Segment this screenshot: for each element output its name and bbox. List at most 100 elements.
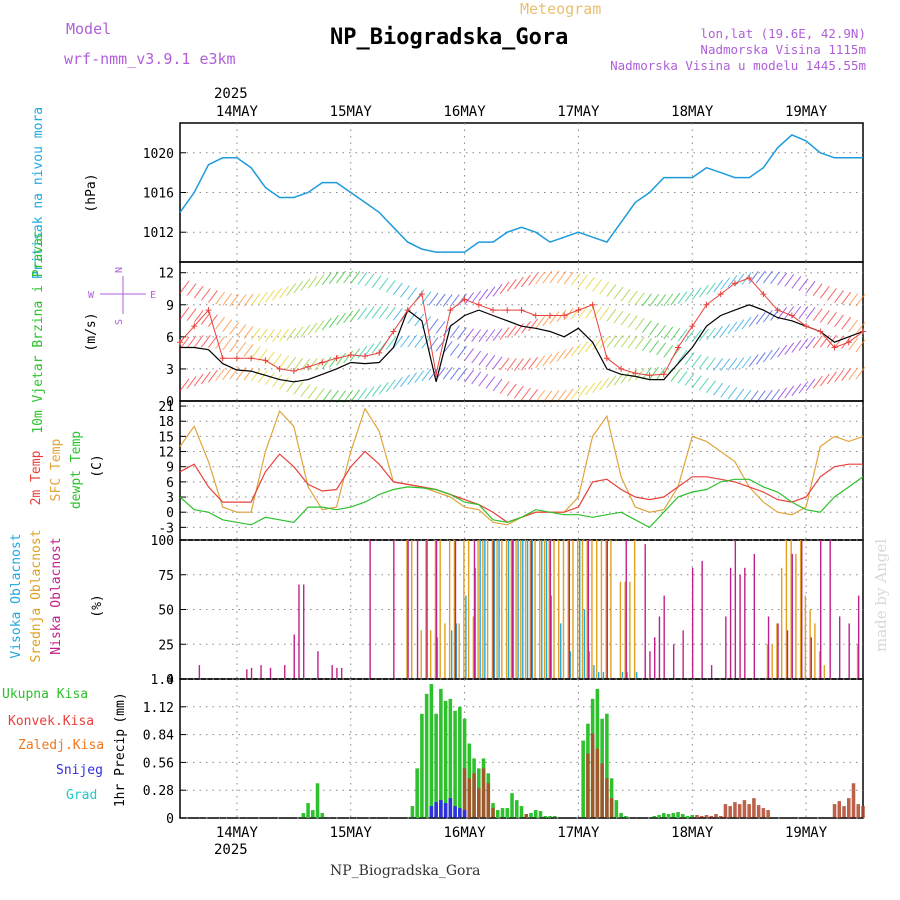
wind-barb — [698, 284, 709, 298]
rain-conv-bar — [737, 804, 742, 818]
y-tick-label: 18 — [158, 415, 174, 430]
wind-barb — [279, 328, 290, 342]
wind-barb — [521, 357, 531, 371]
y-tick-label: 9 — [166, 299, 174, 314]
wind-barb — [670, 292, 681, 306]
wind-barb — [770, 388, 780, 402]
wind-barb — [812, 376, 823, 389]
wind-barb — [578, 274, 588, 288]
wind-barb — [428, 292, 439, 306]
wind-barb — [535, 315, 546, 329]
wind-barb — [385, 306, 396, 320]
wind-barb — [848, 319, 859, 333]
rain-conv-bar — [477, 788, 481, 818]
snow-bar — [462, 810, 467, 818]
wind-barb — [578, 306, 588, 319]
wind-barb — [627, 335, 638, 349]
wind-barb — [798, 278, 809, 292]
snow-bar — [439, 800, 443, 818]
wind-barb — [293, 326, 304, 340]
wind-barb — [741, 316, 752, 330]
wind-barb — [314, 274, 325, 287]
model-label: Model — [66, 20, 111, 38]
wind-gust-marker — [660, 371, 667, 378]
wind-barb — [449, 367, 460, 380]
wind-barb — [677, 349, 688, 363]
y-tick-label: 15 — [158, 430, 174, 445]
compass-w: W — [88, 290, 95, 301]
wind-barb — [250, 346, 261, 360]
wind-barb — [243, 326, 254, 339]
wind-barb — [208, 290, 218, 303]
wind-gust-marker — [646, 372, 653, 379]
rain-total-bar — [315, 783, 320, 818]
wind-barb — [549, 311, 560, 324]
wind-barb — [222, 293, 233, 306]
top-day-label: 18MAY — [671, 104, 714, 120]
wind-barb — [229, 293, 240, 307]
wind-barb — [400, 374, 410, 388]
wind-barb — [784, 274, 795, 287]
rain-total-bar — [548, 816, 552, 818]
wind-barb — [578, 384, 588, 398]
footer-station: NP_Biogradska_Gora — [330, 863, 481, 879]
cloud-panel: 0 25 50 75 100 Visoka Oblacnost Srednja Obla… — [9, 529, 864, 688]
wind-barb — [827, 312, 837, 325]
wind-barb — [286, 328, 297, 341]
wind-barb — [663, 344, 674, 358]
cloud-ylabel-high: Visoka Oblacnost — [9, 533, 24, 658]
wind-barb — [819, 373, 830, 387]
wind-barb — [727, 358, 738, 371]
wind-barb — [592, 337, 603, 351]
wind-barb — [343, 270, 354, 284]
wind-barb — [841, 368, 852, 381]
cloud-unit: (%) — [90, 594, 105, 617]
wind-barb — [592, 380, 603, 393]
precip-y-ticks: 0 0.28 0.56 0.84 1.12 1.4 — [143, 673, 186, 827]
wind-barb — [634, 336, 645, 350]
wind-gust-marker — [305, 363, 312, 370]
wind-barb — [478, 352, 489, 366]
wind-barb — [293, 381, 304, 395]
wind-barb — [179, 378, 190, 392]
wind-barb — [592, 306, 603, 320]
wind-barb — [762, 389, 773, 403]
rain-conv-bar — [486, 783, 491, 818]
rain-total-bar — [311, 810, 315, 818]
wind-barb — [215, 368, 225, 381]
bottom-day-label: 17MAY — [557, 825, 600, 841]
rain-conv-bar — [752, 798, 756, 818]
wind-barb — [257, 328, 268, 342]
wind-barb — [812, 283, 823, 296]
wind-barb — [464, 348, 474, 361]
y-tick-label: 21 — [158, 400, 174, 415]
wind-barb — [642, 367, 652, 380]
wind-barb — [257, 370, 268, 383]
wind-barb — [243, 367, 254, 381]
wind-barb — [264, 290, 275, 303]
temperature-unit: (C) — [90, 454, 105, 477]
wind-barb — [592, 279, 603, 292]
temp-ylabel-dewpt: dewpt Temp — [69, 431, 84, 509]
pressure-line — [179, 134, 863, 253]
wind-gust-marker — [774, 307, 781, 314]
rain-conv-bar — [586, 753, 590, 818]
wind-barb — [656, 342, 667, 356]
wind-barb — [528, 356, 539, 370]
wind-barb — [585, 276, 595, 290]
rain-total-bar — [676, 812, 680, 818]
wind-barb — [563, 388, 574, 402]
wind-barb — [649, 294, 659, 307]
rain-total-bar — [424, 693, 429, 818]
wind-barb — [549, 351, 560, 365]
wind-barb — [642, 293, 652, 307]
wind-gust-marker — [589, 301, 596, 308]
bottom-day-labels: 14MAY 15MAY 16MAY 17MAY 18MAY 19MAY — [216, 825, 828, 841]
wind-barb — [706, 282, 716, 295]
wind-barb — [499, 327, 510, 340]
wind-barb — [528, 318, 539, 332]
y-tick-label: 12 — [158, 446, 174, 461]
wind-gust-marker — [788, 312, 795, 319]
rain-total-bar — [448, 698, 453, 818]
wind-barb — [293, 280, 304, 294]
